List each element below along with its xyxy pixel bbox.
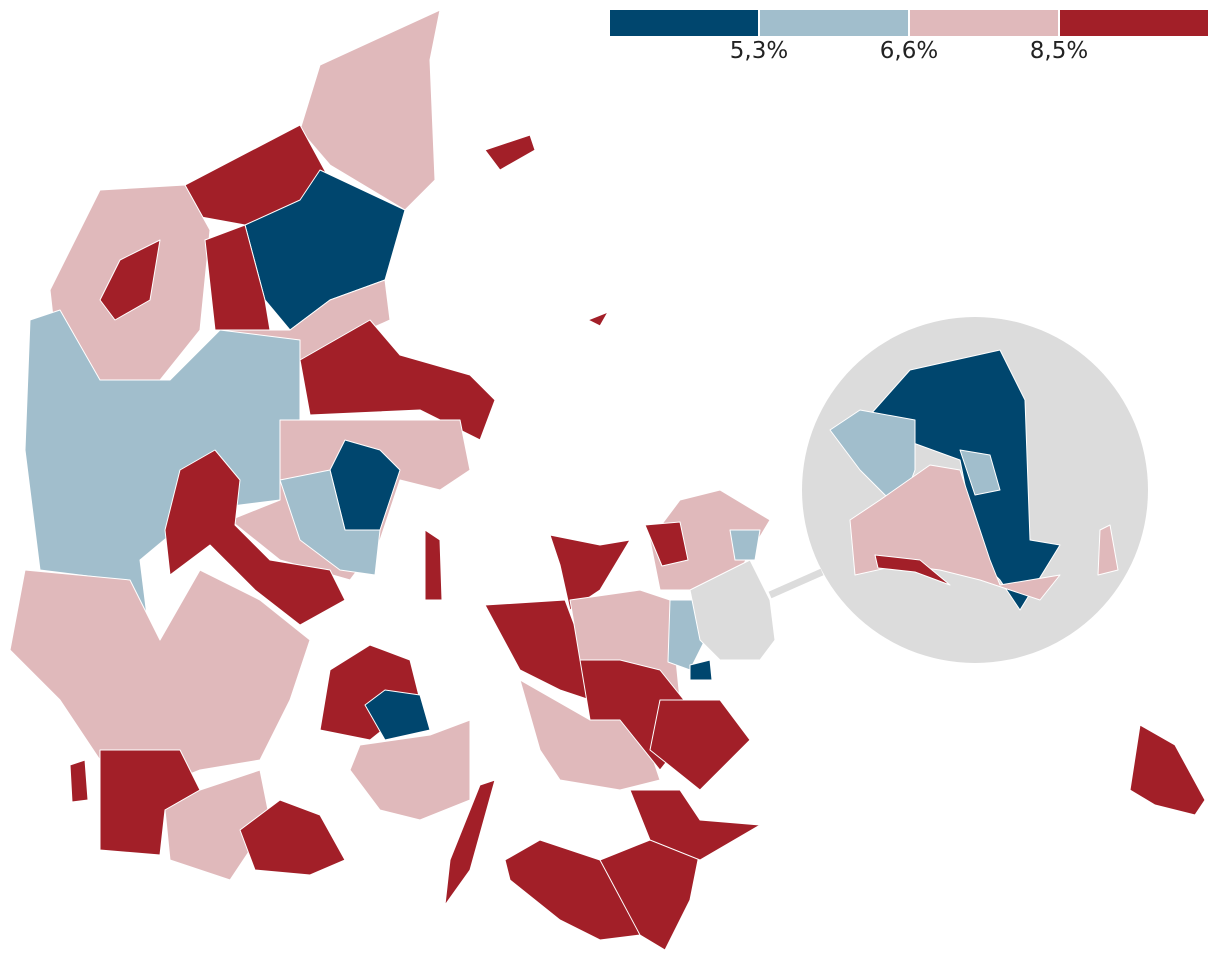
region	[629, 789, 761, 861]
region	[549, 534, 631, 611]
region	[444, 779, 496, 906]
legend-swatch	[760, 10, 908, 36]
region	[279, 469, 381, 576]
legend-label: 8,5%	[1030, 38, 1088, 64]
region	[299, 319, 496, 441]
legend-swatch	[1060, 10, 1208, 36]
region	[99, 239, 161, 321]
region	[689, 559, 776, 661]
region	[644, 521, 689, 567]
inset-region	[1097, 524, 1119, 576]
inset-region	[829, 409, 916, 511]
regions	[9, 9, 1206, 951]
region	[424, 529, 443, 601]
inset-region	[869, 349, 1061, 611]
region	[587, 311, 609, 327]
inset-region	[874, 554, 951, 586]
region	[349, 719, 471, 821]
region	[364, 689, 431, 741]
inset-connector	[768, 568, 824, 599]
inset-region	[959, 449, 1001, 496]
region	[239, 799, 346, 876]
region	[649, 699, 751, 791]
legend-label: 6,6%	[880, 38, 938, 64]
legend: 5,3% 6,6% 8,5%	[610, 10, 1208, 64]
region	[729, 529, 761, 561]
region	[164, 449, 346, 626]
region	[689, 659, 713, 681]
region	[1129, 724, 1206, 816]
region	[69, 759, 89, 803]
region	[484, 134, 536, 171]
legend-swatch	[610, 10, 758, 36]
legend-swatch	[910, 10, 1058, 36]
legend-label: 5,3%	[730, 38, 788, 64]
region	[204, 224, 271, 331]
